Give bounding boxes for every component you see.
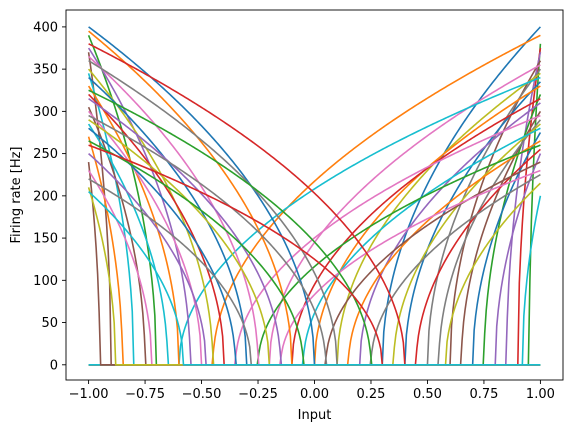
x-axis-label: Input [298,408,332,423]
x-axis-ticks: −1.00 −0.75 −0.50 −0.25 0.00 0.25 0.50 0.75 1.00 [69,380,555,402]
y-tick-label: 250 [33,147,58,162]
y-tick-label: 200 [33,189,58,204]
y-tick-label: 400 [33,20,58,35]
y-tick-label: 350 [33,63,58,78]
y-axis-ticks: 0 50 100 150 200 250 300 350 400 [33,20,66,373]
x-tick-label: −0.50 [182,387,222,402]
x-tick-label: −1.00 [69,387,109,402]
y-tick-label: 300 [33,105,58,120]
tuning-curves [87,26,542,366]
y-tick-label: 50 [41,316,58,331]
tuning-curve-line [88,191,541,366]
y-axis-label: Firing rate [Hz] [9,146,24,243]
x-tick-label: 0.50 [413,387,442,402]
x-tick-label: 0.75 [469,387,498,402]
y-tick-label: 100 [33,274,58,289]
x-tick-label: −0.25 [238,387,278,402]
y-tick-label: 0 [50,358,58,373]
y-tick-label: 150 [33,232,58,247]
x-tick-label: 0.25 [357,387,386,402]
x-tick-label: −0.75 [125,387,165,402]
x-tick-label: 1.00 [526,387,555,402]
x-tick-label: 0.00 [300,387,329,402]
